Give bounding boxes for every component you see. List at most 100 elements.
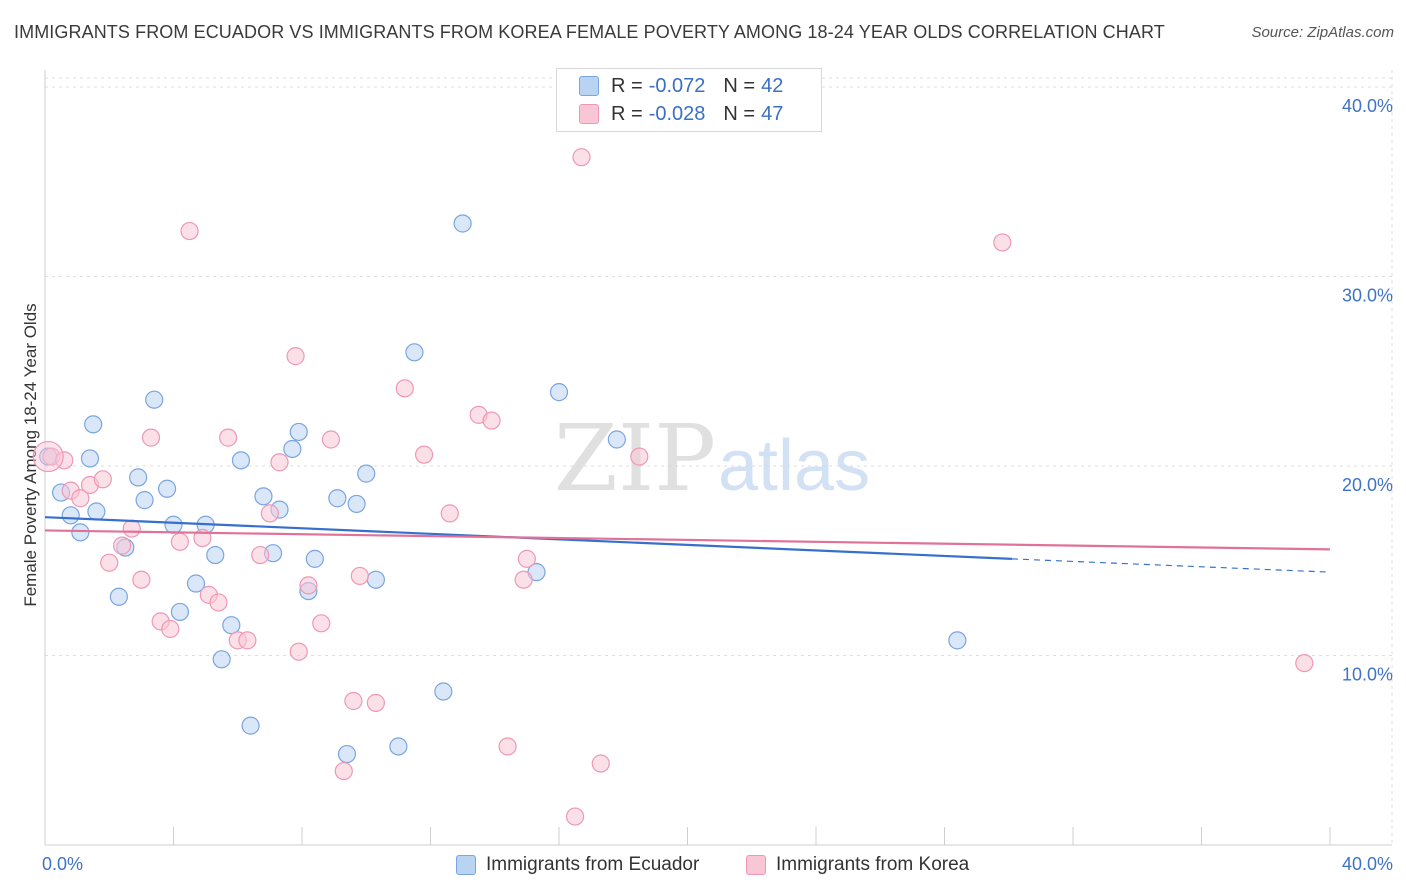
x-tick-label: 0.0% — [42, 854, 83, 874]
korea-points — [32, 148, 1314, 826]
korea-point — [141, 428, 161, 447]
korea-point — [180, 221, 199, 241]
korea-point — [565, 807, 585, 826]
korea-r-label: R = — [611, 102, 643, 125]
ecuador-n-label: N = — [723, 74, 756, 97]
korea-point — [71, 489, 90, 508]
korea-point — [321, 430, 341, 449]
grid-lines — [45, 70, 1393, 845]
ecuador-point — [549, 383, 569, 402]
korea-point — [238, 631, 257, 650]
ecuador-point — [84, 415, 103, 434]
watermark: ZIP atlas — [554, 405, 870, 512]
korea-point — [366, 693, 385, 712]
korea-legend-swatch — [746, 855, 766, 875]
korea-point — [312, 614, 331, 633]
korea-point — [161, 619, 180, 639]
korea-point — [132, 570, 151, 589]
ecuador-point — [212, 650, 231, 669]
korea-trend-line — [44, 529, 1331, 551]
korea-n-label: N = — [723, 102, 756, 125]
y-axis-label: Female Poverty Among 18-24 Year Olds — [21, 303, 40, 606]
ecuador-r-label: R = — [611, 74, 643, 97]
ecuador-point — [305, 549, 324, 568]
korea-point — [289, 642, 308, 661]
ecuador-point — [283, 439, 302, 459]
ecuador-point — [80, 449, 100, 468]
korea-point — [270, 453, 289, 472]
ecuador-point — [347, 494, 366, 514]
korea-point — [498, 737, 517, 756]
ecuador-point — [289, 422, 308, 442]
ecuador-point — [231, 451, 251, 470]
korea-point — [299, 576, 318, 595]
ecuador-legend-swatch — [456, 855, 476, 875]
ecuador-point — [71, 523, 90, 542]
ecuador-point — [241, 716, 260, 735]
y-tick-label: 30.0% — [1342, 286, 1393, 306]
ecuador-point — [129, 468, 148, 487]
ecuador-point — [109, 587, 128, 606]
ecuador-point — [135, 491, 154, 510]
korea-point — [260, 504, 279, 523]
korea-point — [591, 754, 610, 773]
ecuador-point — [145, 390, 164, 409]
korea-point — [251, 545, 270, 565]
korea-point — [414, 445, 434, 464]
x-tick-label: 40.0% — [1342, 854, 1393, 874]
korea-point — [219, 428, 238, 447]
korea-point — [112, 536, 132, 555]
korea-point — [55, 451, 74, 470]
ecuador-point — [405, 343, 424, 362]
ecuador-point — [186, 574, 206, 593]
ecuador-trend-extension — [1011, 558, 1331, 573]
korea-point — [334, 762, 353, 781]
ecuador-point — [61, 506, 80, 525]
korea-point — [344, 691, 363, 711]
korea-point — [630, 447, 649, 466]
korea-point — [1295, 653, 1314, 673]
korea-point — [482, 411, 501, 430]
ecuador-legend-label: Immigrants from Ecuador — [486, 854, 700, 875]
watermark-atlas: atlas — [718, 426, 870, 506]
korea-point — [440, 504, 459, 523]
ecuador-point — [366, 570, 385, 589]
korea-point — [100, 553, 119, 572]
ecuador-r-value: -0.072 — [648, 74, 706, 97]
korea-point — [395, 379, 414, 398]
chart-title: IMMIGRANTS FROM ECUADOR VS IMMIGRANTS FR… — [14, 22, 1165, 42]
ecuador-point — [254, 487, 273, 506]
ecuador-point — [157, 479, 177, 498]
korea-swatch — [579, 104, 599, 124]
legend-row-ecuador: R = -0.072 N = 42 — [579, 73, 783, 99]
ecuador-point — [453, 214, 472, 233]
ecuador-point — [434, 682, 453, 701]
korea-point — [209, 593, 228, 612]
korea-point — [514, 570, 533, 589]
y-tick-label: 10.0% — [1342, 665, 1393, 685]
y-tick-labels: 10.0% 20.0% 30.0% 40.0% — [1342, 96, 1393, 684]
ecuador-point — [170, 602, 190, 622]
ecuador-point — [607, 430, 626, 449]
legend-row-korea: R = -0.028 N = 47 — [579, 101, 783, 127]
ecuador-point — [357, 464, 376, 483]
korea-point — [286, 347, 305, 366]
korea-legend-label: Immigrants from Korea — [776, 854, 970, 875]
korea-point-cluster — [32, 440, 64, 473]
ecuador-points — [39, 214, 967, 764]
trend-lines — [44, 516, 1331, 573]
korea-point — [350, 566, 369, 586]
source-label: Source: ZipAtlas.com — [1251, 24, 1394, 41]
korea-n-value: 47 — [761, 102, 784, 125]
correlation-legend: R = -0.072 N = 42 R = -0.028 N = 47 — [556, 68, 822, 132]
y-tick-label: 40.0% — [1342, 96, 1393, 116]
ecuador-point — [87, 502, 106, 521]
korea-point — [170, 532, 190, 551]
ecuador-point — [337, 744, 357, 764]
ecuador-swatch — [579, 76, 599, 96]
ecuador-n-value: 42 — [761, 74, 784, 97]
korea-point — [122, 519, 141, 538]
bottom-legend-korea: Immigrants from Korea — [746, 852, 969, 878]
korea-point — [517, 549, 536, 568]
